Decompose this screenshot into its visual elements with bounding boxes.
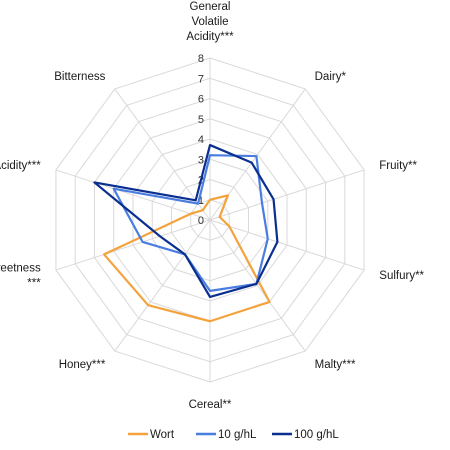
- axis-label: Sulfury**: [379, 270, 424, 282]
- axis-label: Cereal**: [189, 399, 232, 411]
- radar-grid: [55, 57, 365, 383]
- axis-label: Acidity***: [0, 160, 41, 172]
- legend: Wort 10 g/hL 100 g/hL: [128, 429, 339, 441]
- tick-label: 8: [198, 53, 204, 65]
- legend-label: Wort: [150, 429, 175, 441]
- series-line: [112, 154, 269, 292]
- axis-label: General Volatile Acidity***: [186, 1, 234, 43]
- data-series: [93, 143, 279, 323]
- tick-label: 3: [198, 154, 204, 166]
- tick-label: 6: [198, 94, 204, 106]
- tick-label: 4: [198, 134, 204, 146]
- tick-label: 0: [198, 215, 204, 227]
- grid-spoke: [114, 219, 211, 352]
- grid-spoke: [55, 169, 211, 221]
- tick-label: 5: [198, 114, 204, 126]
- grid-spoke: [114, 88, 211, 221]
- tick-label: 7: [198, 73, 204, 85]
- axis-label: Sweetness***: [0, 263, 41, 290]
- axis-labels: General Volatile Acidity*** Dairy* Fruity** S…: [0, 1, 425, 411]
- axis-label: Malty***: [315, 359, 356, 371]
- grid-spoke: [55, 219, 211, 271]
- tick-label: 1: [198, 195, 204, 207]
- axis-label: Honey***: [59, 359, 106, 371]
- grid-spoke: [209, 169, 365, 221]
- series-line: [93, 143, 279, 299]
- legend-label: 100 g/hL: [294, 429, 339, 441]
- series-line: [102, 194, 271, 323]
- grid-spoke: [209, 219, 365, 271]
- grid-spoke: [209, 219, 306, 352]
- legend-label: 10 g/hL: [218, 429, 257, 441]
- axis-label: Dairy*: [315, 71, 347, 83]
- axis-label: Fruity**: [379, 160, 417, 172]
- axis-label: Bitterness: [54, 71, 105, 83]
